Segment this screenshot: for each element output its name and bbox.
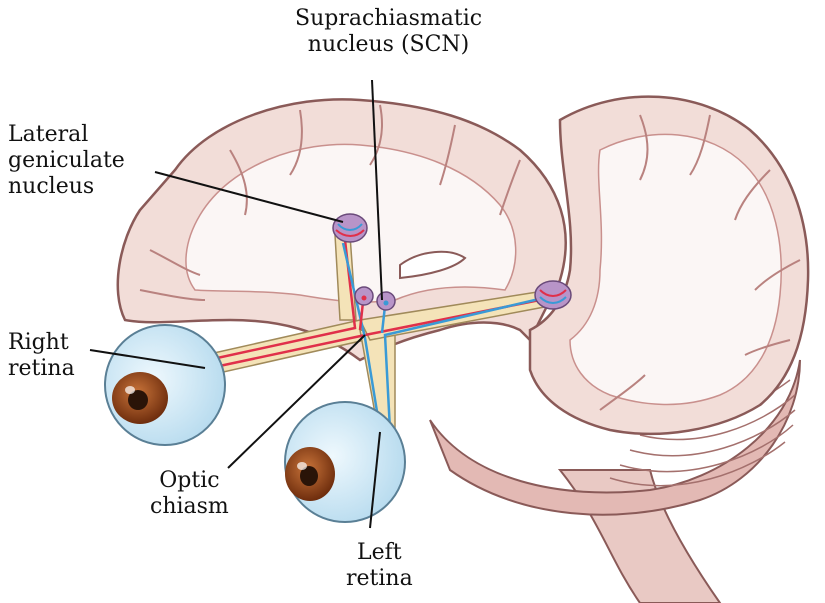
right-retina-label-line-1: Right <box>8 330 69 355</box>
optic-chiasm-leader-line <box>227 334 366 469</box>
lgn-label-line-1: Lateral <box>8 122 89 147</box>
left-retina-label-line-2: retina <box>346 566 413 591</box>
right-lgn <box>534 280 572 310</box>
right-retina-label: Right retina <box>8 330 75 382</box>
brainstem <box>429 359 801 603</box>
left-retina-label-line-1: Left <box>357 540 402 565</box>
right-hemisphere <box>528 95 810 436</box>
suprachiasmatic-nucleus <box>354 286 396 311</box>
left-hemisphere <box>116 98 567 362</box>
right-eye <box>104 324 226 446</box>
lgn-label-line-3: nucleus <box>8 174 95 199</box>
left-eye <box>284 401 406 523</box>
right-retina-leader-line <box>89 349 206 369</box>
lgn-label-line-2: geniculate <box>8 148 125 173</box>
optic-chiasm-label-line-1: Optic <box>159 468 220 493</box>
lateral-geniculate-nucleus <box>332 213 368 243</box>
optic-chiasm-label: Optic chiasm <box>150 468 229 520</box>
scn-label-line-2: nucleus (SCN) <box>307 32 470 57</box>
right-retina-label-line-2: retina <box>8 356 75 381</box>
left-retina-label: Left retina <box>346 540 413 592</box>
lgn-leader-line <box>154 171 344 223</box>
optic-chiasm-label-line-2: chiasm <box>150 494 229 519</box>
scn-label-line-1: Suprachiasmatic <box>295 6 483 31</box>
leader-lines <box>89 79 383 529</box>
lgn-label: Lateral geniculate nucleus <box>8 122 125 200</box>
scn-label: Suprachiasmatic nucleus (SCN) <box>295 6 482 58</box>
left-retina-leader-line <box>369 431 381 529</box>
scn-leader-line <box>371 79 383 301</box>
